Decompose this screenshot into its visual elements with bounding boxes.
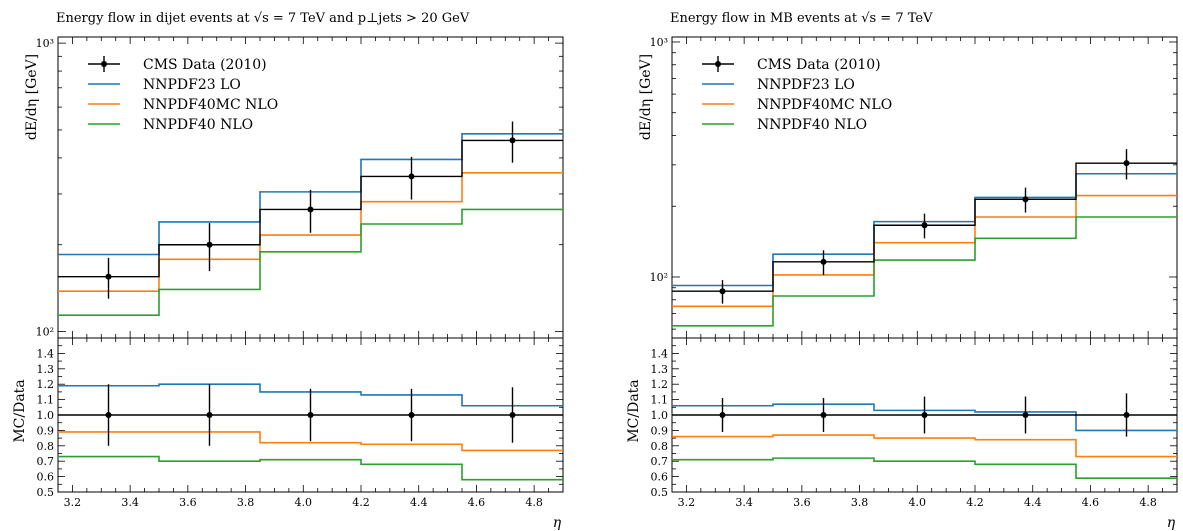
x-tick-label: 3.6 — [793, 496, 811, 509]
x-tick-label: 4.6 — [468, 496, 486, 509]
ratio-data-point — [921, 412, 928, 418]
x-tick-label: 4.2 — [352, 496, 370, 509]
data-point — [408, 173, 415, 180]
chart-title: Energy flow in MB events at √s = 7 TeV — [670, 11, 933, 26]
x-axis-label: η — [553, 515, 562, 531]
ratio-line-nnpdf40mc-nlo — [672, 434, 1177, 458]
ratio-y-tick-label: 0.5 — [37, 486, 55, 499]
ratio-y-tick-label: 0.8 — [651, 440, 669, 453]
ratio-y-tick-label: 1.4 — [651, 347, 669, 360]
legend-label: NNPDF23 LO — [143, 77, 241, 93]
ratio-y-tick-label: 0.8 — [37, 440, 55, 453]
ratio-data-point — [820, 412, 827, 418]
x-tick-label: 4.8 — [1139, 496, 1157, 509]
x-tick-label: 3.6 — [179, 496, 197, 509]
ratio-data-point — [206, 412, 213, 418]
legend-label: CMS Data (2010) — [757, 57, 881, 73]
x-tick-label: 3.2 — [64, 496, 82, 509]
data-point — [719, 288, 726, 295]
legend-label: NNPDF40MC NLO — [757, 97, 892, 113]
main-plot-frame — [671, 36, 1178, 339]
y-tick-label: 10³ — [36, 37, 54, 50]
x-axis-label: η — [1167, 515, 1176, 531]
data-point — [1022, 196, 1029, 203]
ratio-y-tick-label: 1.0 — [37, 409, 55, 422]
ratio-y-tick-label: 1.1 — [37, 394, 55, 407]
ratio-y-tick-label: 1.0 — [651, 409, 669, 422]
legend-label: NNPDF40MC NLO — [143, 97, 278, 113]
ratio-y-tick-label: 1.2 — [651, 378, 669, 391]
ratio-y-tick-label: 0.7 — [37, 455, 55, 468]
legend-label: CMS Data (2010) — [143, 57, 267, 73]
ratio-line-nnpdf40-nlo — [58, 455, 563, 481]
x-tick-label: 4.8 — [525, 496, 543, 509]
legend-marker-data — [101, 61, 107, 67]
data-point — [509, 137, 516, 144]
series-line-nnpdf40mc-nlo — [672, 194, 1177, 308]
ratio-y-tick-label: 0.9 — [651, 424, 669, 437]
y-axis-label-ratio: MC/Data — [626, 379, 642, 442]
y-tick-label: 10² — [36, 326, 54, 339]
x-tick-label: 3.4 — [735, 496, 753, 509]
y-axis-label-main: dE/dη [GeV] — [24, 54, 40, 140]
ratio-y-tick-label: 0.6 — [651, 471, 669, 484]
data-point — [307, 206, 314, 213]
ratio-data-point — [307, 412, 314, 418]
y-axis-label-ratio: MC/Data — [12, 379, 28, 442]
data-point — [820, 258, 827, 265]
ratio-y-tick-label: 1.3 — [37, 363, 55, 376]
main-plot-frame — [57, 36, 564, 339]
x-tick-label: 4.0 — [909, 496, 927, 509]
ratio-data-point — [719, 412, 726, 418]
legend-label: NNPDF40 NLO — [757, 117, 867, 133]
ratio-line-nnpdf40-nlo — [672, 457, 1177, 479]
chart-title: Energy flow in dijet events at √s = 7 Te… — [56, 11, 470, 26]
ratio-data-point — [105, 412, 112, 418]
x-tick-label: 4.0 — [295, 496, 313, 509]
ratio-y-tick-label: 0.7 — [651, 455, 669, 468]
data-point — [1123, 160, 1130, 167]
data-point — [206, 241, 213, 248]
x-tick-label: 3.8 — [237, 496, 255, 509]
series-line-nnpdf40-nlo — [58, 208, 563, 316]
data-point — [105, 273, 112, 280]
y-axis-label-main: dE/dη [GeV] — [638, 54, 654, 140]
x-tick-label: 3.4 — [121, 496, 139, 509]
ratio-y-tick-label: 1.3 — [651, 363, 669, 376]
legend-marker-data — [715, 61, 721, 67]
ratio-data-point — [1022, 412, 1029, 418]
ratio-data-point — [1123, 412, 1130, 418]
ratio-line-nnpdf40mc-nlo — [58, 431, 563, 452]
ratio-y-tick-label: 0.9 — [37, 424, 55, 437]
ratio-y-tick-label: 1.2 — [37, 378, 55, 391]
x-tick-label: 4.4 — [1024, 496, 1042, 509]
x-tick-label: 4.6 — [1082, 496, 1100, 509]
ratio-y-tick-label: 1.1 — [651, 394, 669, 407]
x-tick-label: 3.2 — [678, 496, 696, 509]
x-tick-label: 4.2 — [966, 496, 984, 509]
ratio-y-tick-label: 1.4 — [37, 347, 55, 360]
ratio-data-point — [509, 412, 516, 418]
data-point — [921, 222, 928, 229]
series-line-nnpdf40-nlo — [672, 216, 1177, 327]
y-tick-label: 10³ — [650, 36, 668, 49]
x-tick-label: 3.8 — [851, 496, 869, 509]
legend-label: NNPDF23 LO — [757, 77, 855, 93]
x-tick-label: 4.4 — [410, 496, 428, 509]
ratio-y-tick-label: 0.6 — [37, 471, 55, 484]
legend-label: NNPDF40 NLO — [143, 117, 253, 133]
ratio-data-point — [408, 412, 415, 418]
y-tick-label: 10² — [650, 271, 668, 284]
ratio-y-tick-label: 0.5 — [651, 486, 669, 499]
